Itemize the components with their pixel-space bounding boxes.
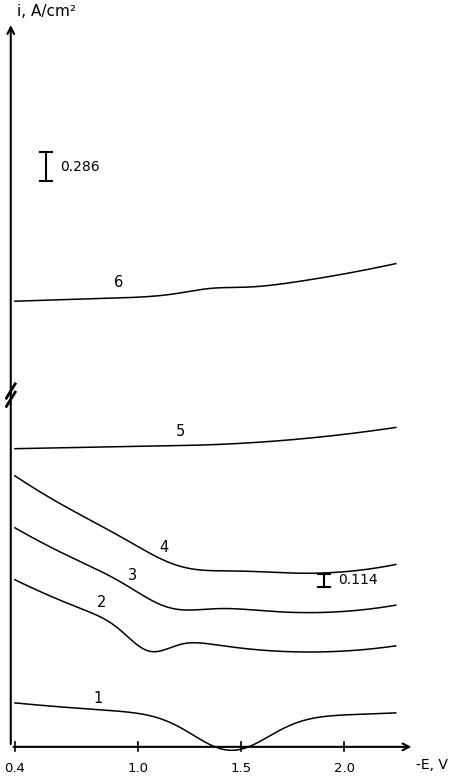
Text: i, A/cm²: i, A/cm² [17, 4, 76, 19]
Text: 1: 1 [93, 691, 102, 706]
Text: 4: 4 [159, 540, 168, 555]
Text: 2: 2 [97, 595, 106, 610]
Text: 3: 3 [128, 568, 137, 583]
Text: 6: 6 [114, 275, 123, 291]
Text: 0.4: 0.4 [5, 761, 25, 775]
Text: 1.0: 1.0 [128, 761, 148, 775]
Text: 0.114: 0.114 [337, 573, 377, 587]
Text: 1.5: 1.5 [230, 761, 251, 775]
Text: 0.286: 0.286 [60, 159, 100, 173]
Text: 5: 5 [175, 424, 184, 439]
Text: 2.0: 2.0 [333, 761, 354, 775]
Text: -E, V: -E, V [415, 758, 447, 772]
